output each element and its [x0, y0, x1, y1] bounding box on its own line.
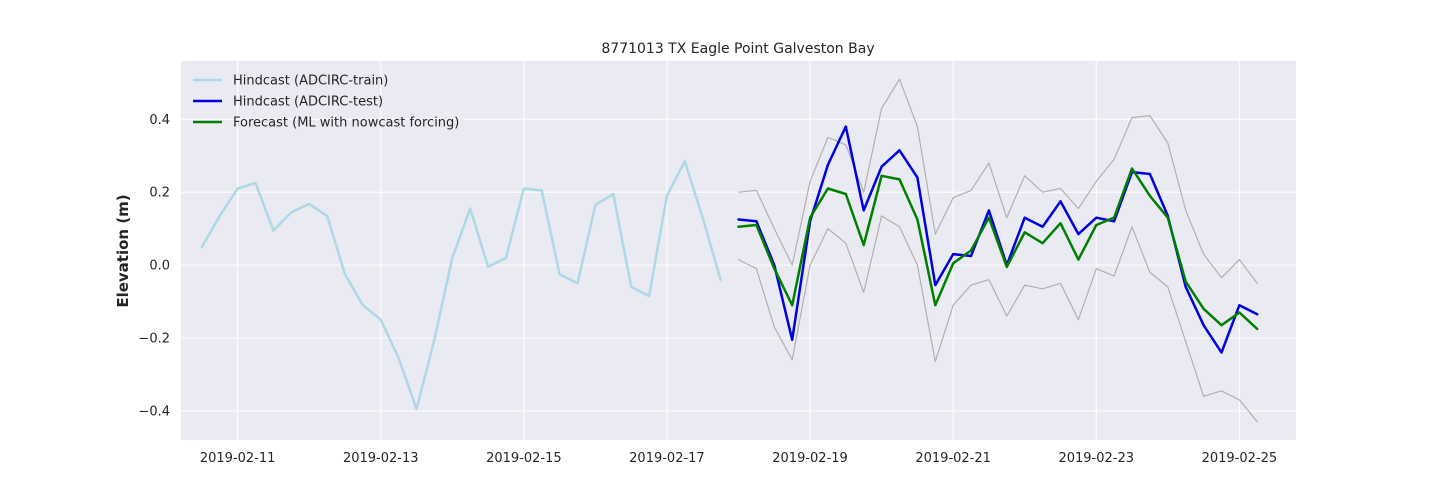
legend-label: Hindcast (ADCIRC-test)	[233, 95, 383, 110]
legend-label: Forecast (ML with nowcast forcing)	[233, 116, 459, 131]
grid-lines	[181, 61, 1296, 440]
series-lines	[200, 78, 1259, 423]
envelope-line	[737, 215, 1258, 423]
x-tick-label: 2019-02-19	[772, 451, 848, 466]
y-tick-label: −0.2	[138, 331, 170, 346]
y-tick-label: 0.2	[149, 186, 170, 201]
y-axis-label: Elevation (m)	[114, 194, 132, 307]
x-tick-label: 2019-02-23	[1058, 451, 1134, 466]
x-tick-label: 2019-02-15	[486, 451, 562, 466]
x-tick-label: 2019-02-11	[200, 451, 276, 466]
x-tick-label: 2019-02-17	[629, 451, 705, 466]
y-tick-labels: −0.4 −0.2 0.0 0.2 0.4	[138, 113, 170, 420]
series-line-forecast-ml-with-nowcast-forcing	[737, 167, 1259, 331]
x-tick-labels: 2019-02-11 2019-02-13 2019-02-15 2019-02-17…	[200, 451, 1277, 466]
series-line-hindcast-adcirc-train	[200, 159, 722, 411]
chart-title: 8771013 TX Eagle Point Galveston Bay	[601, 41, 874, 57]
legend: Hindcast (ADCIRC-train) Hindcast (ADCIRC-…	[193, 74, 459, 131]
legend-label: Hindcast (ADCIRC-train)	[233, 74, 388, 89]
plot-area	[181, 61, 1296, 440]
y-tick-label: −0.4	[138, 404, 170, 419]
x-tick-label: 2019-02-21	[915, 451, 991, 466]
x-tick-label: 2019-02-13	[343, 451, 419, 466]
x-tick-label: 2019-02-25	[1202, 451, 1278, 466]
envelope-line	[737, 78, 1258, 284]
y-tick-label: 0.0	[149, 259, 170, 274]
y-tick-label: 0.4	[149, 113, 170, 128]
